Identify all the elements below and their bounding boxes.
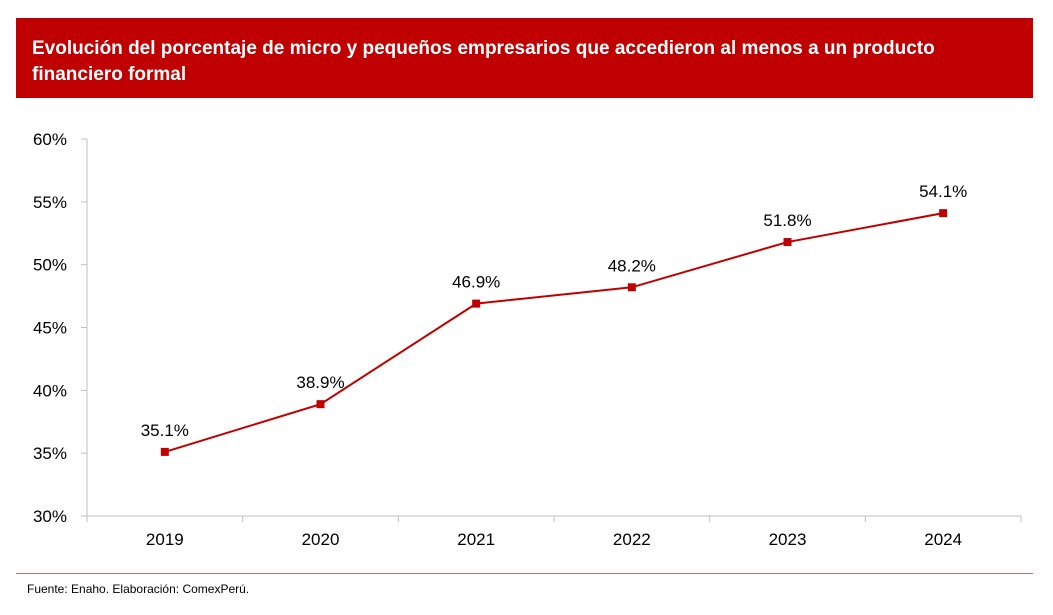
- chart-title: Evolución del porcentaje de micro y pequ…: [16, 18, 1033, 98]
- data-label: 46.9%: [452, 273, 500, 292]
- x-tick-label: 2019: [146, 530, 184, 549]
- data-label: 48.2%: [608, 256, 656, 275]
- x-tick-label: 2021: [457, 530, 495, 549]
- data-label: 38.9%: [296, 373, 344, 392]
- x-tick-label: 2024: [924, 530, 962, 549]
- y-tick-label: 35%: [33, 444, 67, 463]
- x-tick-label: 2023: [769, 530, 807, 549]
- series-line: [164, 212, 944, 453]
- x-tick-label: 2022: [613, 530, 651, 549]
- data-label: 54.1%: [919, 182, 967, 201]
- data-label: 51.8%: [763, 211, 811, 230]
- source-note: Fuente: Enaho. Elaboración: ComexPerú.: [27, 582, 250, 596]
- data-point-marker: [783, 238, 792, 247]
- data-point-marker: [627, 283, 636, 292]
- footer-divider: [16, 573, 1033, 574]
- data-point-marker: [939, 209, 948, 218]
- y-tick-label: 50%: [33, 256, 67, 275]
- y-tick-label: 55%: [33, 193, 67, 212]
- y-tick-label: 30%: [33, 507, 67, 526]
- y-tick-label: 40%: [33, 381, 67, 400]
- data-point-marker: [160, 447, 169, 456]
- y-tick-label: 60%: [33, 130, 67, 149]
- data-point-marker: [316, 400, 325, 409]
- data-label: 35.1%: [141, 421, 189, 440]
- x-tick-label: 2020: [302, 530, 340, 549]
- data-point-marker: [472, 299, 481, 308]
- y-tick-label: 45%: [33, 319, 67, 338]
